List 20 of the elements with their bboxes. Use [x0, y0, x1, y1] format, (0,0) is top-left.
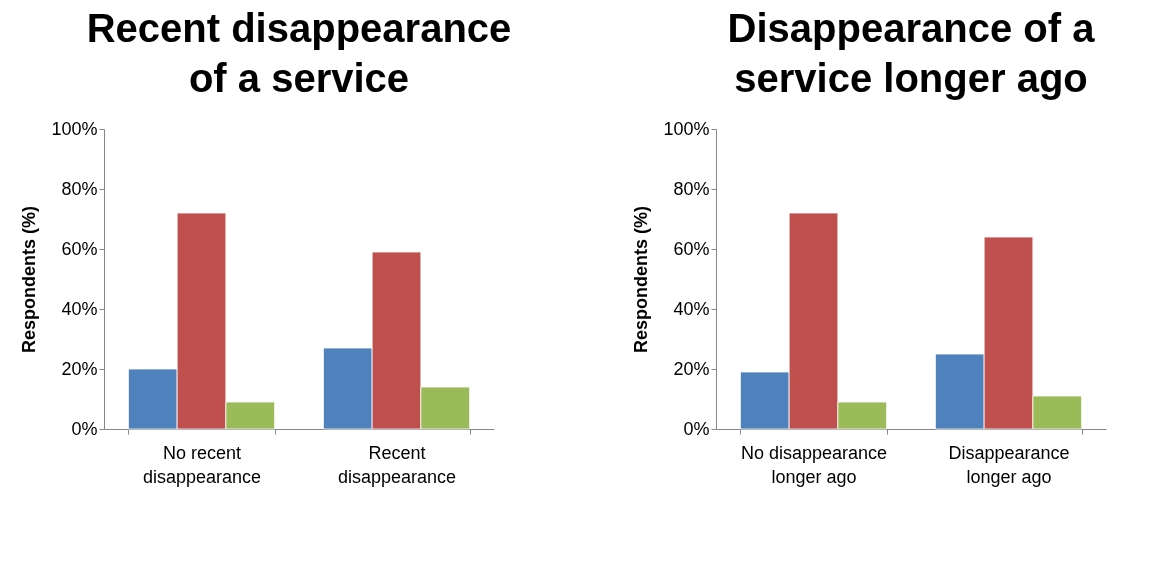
- x-tick-label: No disappearance longer ago: [740, 442, 888, 487]
- y-tick-label: 80%: [61, 178, 98, 199]
- y-tick-label: 20%: [61, 358, 98, 379]
- y-tick-label: 20%: [673, 358, 710, 379]
- y-tick-label: 100%: [51, 118, 98, 139]
- y-tick-label: 40%: [673, 298, 710, 319]
- y-tick-label: 100%: [663, 118, 710, 139]
- y-axis-title: Respondents (%): [19, 205, 40, 354]
- y-tick-label: 80%: [673, 178, 710, 199]
- y-tick-label: 60%: [61, 238, 98, 259]
- y-tick-label: 40%: [61, 298, 98, 319]
- y-tick-label: 0%: [71, 418, 98, 439]
- chart-title: Recent disappearance of a service: [86, 6, 512, 100]
- x-tick-label: No recent disappearance: [142, 442, 262, 487]
- chart-title: Disappearance of a service longer ago: [727, 6, 1096, 100]
- x-tick-label: Disappearance longer ago: [948, 442, 1070, 487]
- x-tick-label: Recent disappearance: [337, 442, 457, 487]
- y-tick-label: 0%: [683, 418, 710, 439]
- y-tick-label: 60%: [673, 238, 710, 259]
- y-axis-title: Respondents (%): [631, 205, 652, 354]
